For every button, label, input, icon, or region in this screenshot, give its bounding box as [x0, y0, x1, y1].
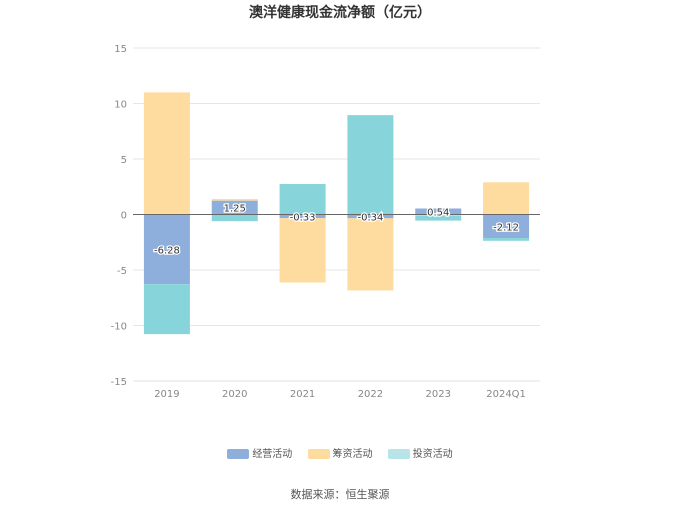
data-label: 0.54 [427, 208, 449, 219]
legend-item-operating[interactable]: 经营活动 [227, 445, 292, 460]
chart-title: 澳洋健康现金流净额（亿元） [249, 5, 431, 21]
bar-2024Q1-series-2[interactable] [483, 238, 530, 241]
bar-2019-series-1[interactable] [143, 92, 190, 215]
legend-item-financing[interactable]: 筹资活动 [307, 445, 373, 460]
bar-2023-series-2[interactable] [415, 215, 462, 221]
bar-2023-series-1[interactable] [415, 214, 462, 216]
legend-label-investing: 投资活动 [412, 449, 453, 460]
legend-label-operating: 经营活动 [252, 449, 293, 460]
legend-label-financing: 筹资活动 [332, 449, 373, 460]
axis-layer: 15 10 5 0 -5 -10 -15 2019 2020 2021 2022 2023 2024Q1 [111, 44, 540, 400]
legend-swatch-operating [227, 449, 250, 459]
y-tick-label: 5 [121, 155, 127, 166]
x-tick-label: 2023 [426, 389, 451, 400]
x-tick-label: 2020 [222, 389, 247, 400]
y-tick-label: 15 [114, 44, 127, 55]
legend-swatch-investing [387, 449, 410, 459]
y-tick-label: -15 [111, 377, 127, 388]
x-tick-label: 2024Q1 [486, 389, 526, 400]
data-label: -6.28 [154, 245, 180, 256]
bar-2019-series-0[interactable] [143, 214, 190, 285]
bar-2020-series-1[interactable] [211, 198, 258, 201]
data-label: -0.33 [290, 212, 316, 223]
chart-plot: -6.28 1.25 -0.33 -0.34 0.54 -2.12 15 10 5 0 -5 -10… [111, 44, 540, 400]
y-tick-label: -5 [117, 266, 127, 277]
bar-2021-series-2[interactable] [279, 183, 326, 215]
bar-2024Q1-series-1[interactable] [483, 182, 530, 215]
y-tick-label: 10 [114, 100, 127, 111]
legend: 经营活动 筹资活动 投资活动 [0, 445, 680, 460]
bar-layer [143, 92, 530, 335]
data-label: 1.25 [224, 204, 246, 215]
bar-2021-series-0[interactable] [279, 214, 326, 219]
x-tick-label: 2022 [358, 389, 383, 400]
bar-2020-series-2[interactable] [211, 214, 258, 222]
data-label: -2.12 [493, 222, 519, 233]
data-source-note: 数据来源：恒生聚源 [290, 488, 390, 501]
y-tick-label: 0 [121, 211, 127, 222]
bar-2023-series-0[interactable] [415, 208, 462, 215]
x-tick-label: 2021 [290, 389, 315, 400]
bar-2022-series-1[interactable] [347, 218, 394, 291]
bar-2020-series-0[interactable] [211, 200, 258, 215]
y-tick-label: -10 [111, 322, 127, 333]
bar-2024Q1-series-0[interactable] [483, 214, 530, 239]
bar-2021-series-1[interactable] [279, 218, 326, 283]
bar-2022-series-0[interactable] [347, 214, 394, 219]
legend-swatch-financing [307, 449, 330, 459]
grid-layer [133, 47, 540, 382]
legend-item-investing[interactable]: 投资活动 [387, 445, 453, 460]
bar-2019-series-2[interactable] [143, 284, 190, 335]
x-tick-label: 2019 [154, 389, 179, 400]
bar-2022-series-2[interactable] [347, 115, 394, 215]
data-label: -0.34 [357, 212, 383, 223]
data-label-layer: -6.28 1.25 -0.33 -0.34 0.54 -2.12 [153, 202, 521, 257]
